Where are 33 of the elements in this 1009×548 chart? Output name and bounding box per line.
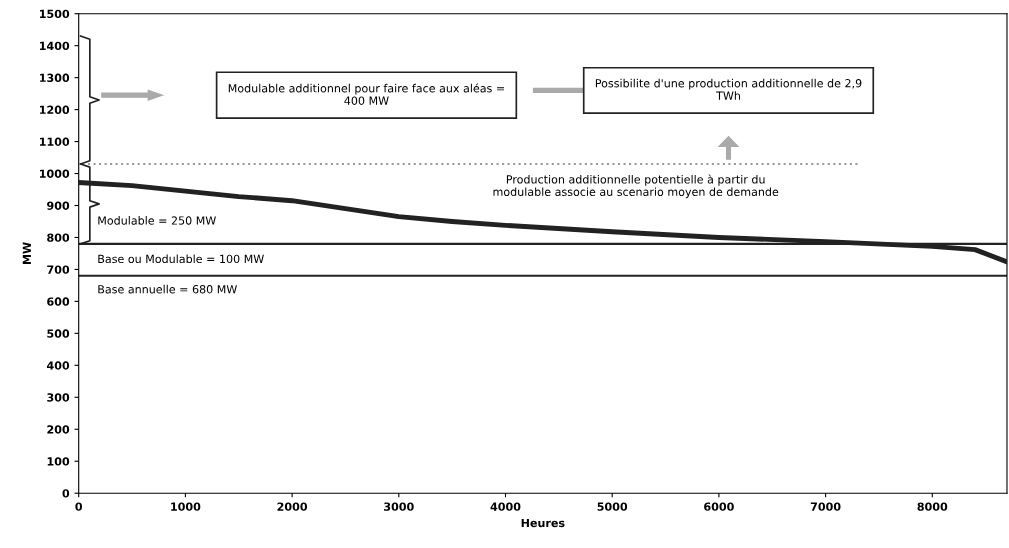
y-axis-title: MW <box>22 242 31 265</box>
x-tick-label: 3000 <box>384 502 414 511</box>
y-tick-label: 300 <box>47 393 70 402</box>
y-tick-label: 100 <box>47 457 70 466</box>
ref-line-label: Base annuelle = 680 MW <box>98 284 237 294</box>
annotation: Possibilite d'une production additionnelle de 2,9 TWh <box>595 78 862 100</box>
y-tick-label: 1200 <box>40 105 70 114</box>
y-tick-label: 400 <box>46 361 70 370</box>
annotation: Base ou Modulable = 100 MW <box>98 254 264 264</box>
y-tick-label: 1400 <box>40 41 70 51</box>
y-tick-label: 1500 <box>40 9 70 19</box>
y-tick-label: 1300 <box>40 73 70 83</box>
y-tick-label: 500 <box>47 329 70 338</box>
x-tick-label: 2000 <box>277 502 308 511</box>
annotation: Modulable additionnel pour faire face aux aléas = 400 MW <box>228 83 505 105</box>
x-tick-label: 7000 <box>810 502 841 511</box>
y-tick-label: 200 <box>47 425 70 434</box>
y-tick-label: 800 <box>47 233 70 242</box>
y-tick-label: 700 <box>47 265 70 274</box>
x-axis-title: Heures <box>521 518 565 528</box>
y-tick-label: 1000 <box>40 169 70 178</box>
x-tick-label: 8000 <box>917 502 948 511</box>
y-tick-label: 600 <box>47 297 70 306</box>
x-tick-label: 1000 <box>171 502 201 511</box>
x-tick-label: 6000 <box>704 502 734 511</box>
x-tick-label: 0 <box>75 502 83 511</box>
annotation: Modulable = 250 MW <box>98 216 216 225</box>
annotation: Production additionnelle potentielle à partir du modulable associe au scenario moyen de demande <box>493 174 779 199</box>
y-tick-label: 1100 <box>40 137 70 146</box>
y-tick-label: 0 <box>62 489 70 498</box>
x-tick-label: 4000 <box>490 502 521 511</box>
y-tick-label: 900 <box>47 201 70 210</box>
x-tick-label: 5000 <box>597 502 628 511</box>
